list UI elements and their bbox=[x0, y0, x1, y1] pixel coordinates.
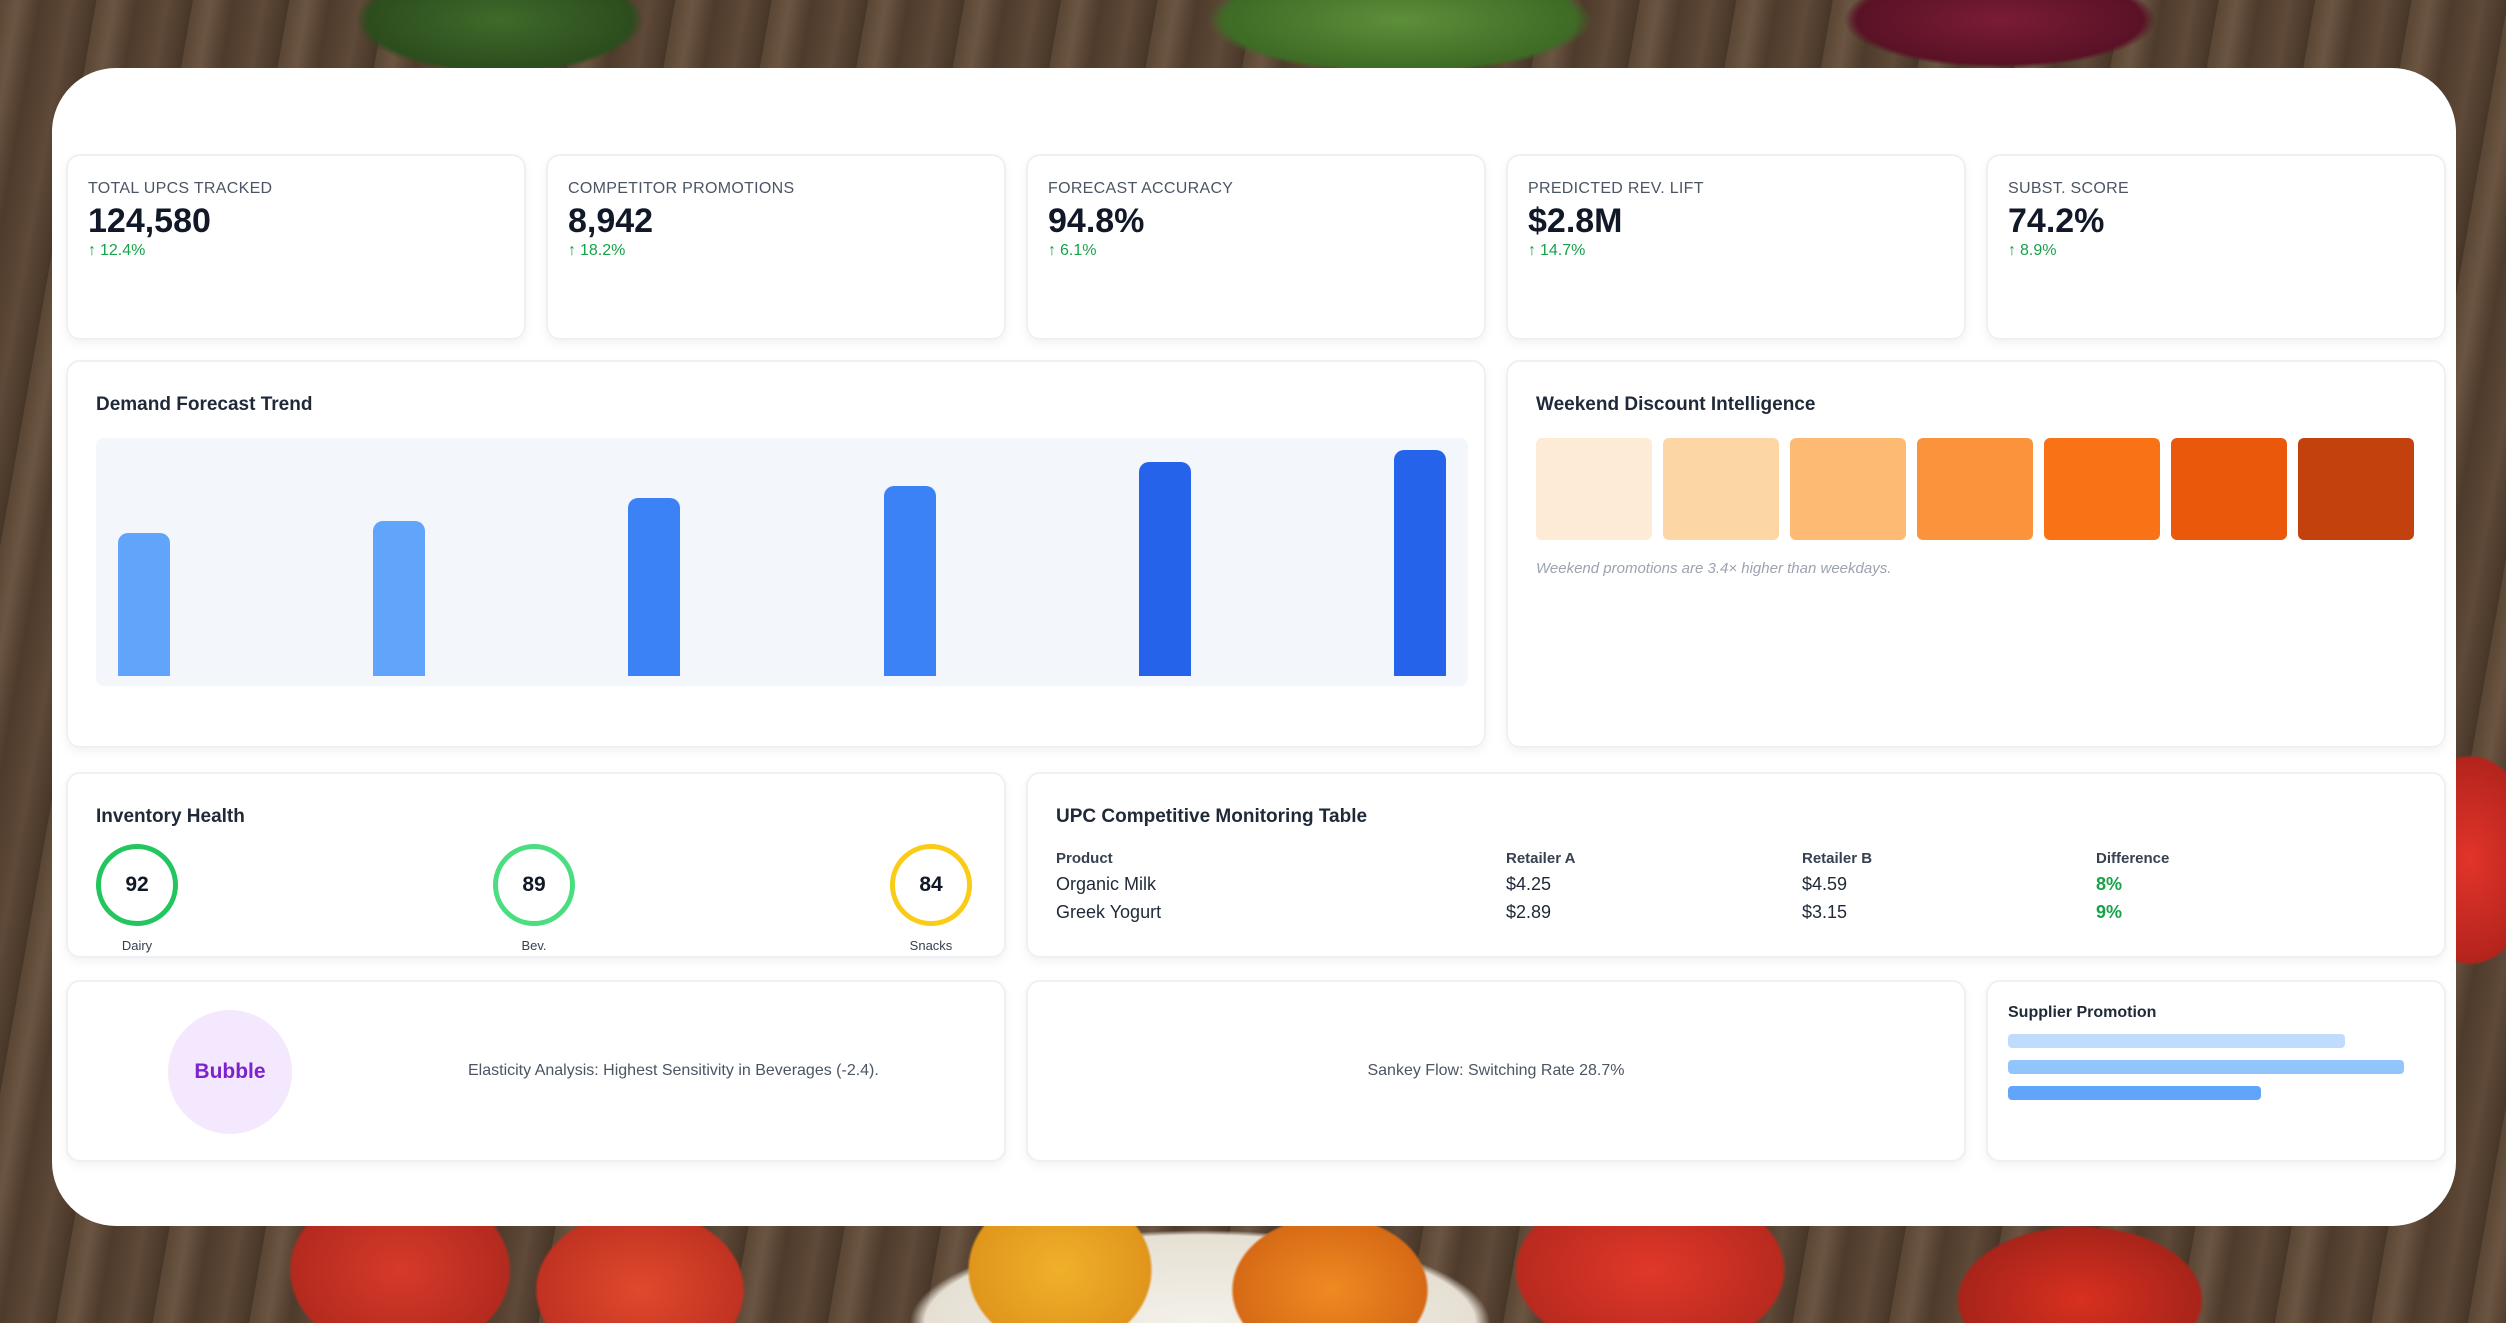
kpi-delta-value: 18.2% bbox=[580, 242, 626, 259]
table-header-row: Product Retailer A Retailer B Difference bbox=[1056, 850, 2426, 871]
supplier-promotion-panel: Supplier Promotion bbox=[1986, 980, 2446, 1162]
product-cell: Greek Yogurt bbox=[1056, 902, 1162, 922]
chart-bar bbox=[118, 533, 170, 676]
difference-cell: 8% bbox=[2096, 874, 2123, 894]
kpi-label: SUBST. SCORE bbox=[2008, 180, 2129, 197]
kpi-card-total-upcs: TOTAL UPCS TRACKED 124,580 ↑ 12.4% bbox=[66, 154, 526, 340]
kpi-card-forecast-accuracy: FORECAST ACCURACY 94.8% ↑ 6.1% bbox=[1026, 154, 1486, 340]
table-row: Greek Yogurt $2.89 $3.15 9% bbox=[1056, 899, 2426, 927]
upc-table: Product Retailer A Retailer B Difference… bbox=[1056, 850, 2426, 927]
upc-table-panel: UPC Competitive Monitoring Table Product… bbox=[1026, 772, 2446, 958]
kpi-value: 74.2% bbox=[2008, 202, 2105, 240]
supplier-bar bbox=[2008, 1060, 2404, 1074]
supplier-bar bbox=[2008, 1086, 2262, 1100]
panel-title: Weekend Discount Intelligence bbox=[1536, 394, 1816, 415]
kpi-card-subst-score: SUBST. SCORE 74.2% ↑ 8.9% bbox=[1986, 154, 2446, 340]
difference-cell: 9% bbox=[2096, 902, 2123, 922]
heatmap-cell bbox=[1917, 438, 2033, 540]
panel-title: Demand Forecast Trend bbox=[96, 394, 313, 415]
kpi-value: $2.8M bbox=[1528, 202, 1623, 240]
kpi-value: 124,580 bbox=[88, 202, 211, 240]
retailer-b-cell: $4.59 bbox=[1802, 874, 1848, 894]
panel-title: UPC Competitive Monitoring Table bbox=[1056, 806, 1368, 827]
elasticity-text: Elasticity Analysis: Highest Sensitivity… bbox=[468, 1062, 879, 1079]
demand-forecast-chart bbox=[96, 438, 1468, 686]
heatmap-cell bbox=[2171, 438, 2287, 540]
sankey-text: Sankey Flow: Switching Rate 28.7% bbox=[1367, 1062, 1625, 1079]
kpi-delta: ↑ 12.4% bbox=[88, 242, 145, 260]
kpi-value: 94.8% bbox=[1048, 202, 1145, 240]
kpi-label: COMPETITOR PROMOTIONS bbox=[568, 180, 795, 197]
kpi-delta-value: 12.4% bbox=[100, 242, 146, 259]
sankey-panel: Sankey Flow: Switching Rate 28.7% bbox=[1026, 980, 1966, 1162]
chart-bar bbox=[883, 485, 936, 676]
weekend-heatmap bbox=[1536, 438, 2414, 540]
panel-title: Inventory Health bbox=[96, 806, 245, 827]
column-header: Product bbox=[1056, 850, 1113, 867]
weekend-note: Weekend promotions are 3.4× higher than … bbox=[1536, 560, 1892, 577]
product-cell: Organic Milk bbox=[1056, 874, 1157, 894]
kpi-label: PREDICTED REV. LIFT bbox=[1528, 180, 1704, 197]
kpi-delta-value: 6.1% bbox=[1060, 242, 1097, 259]
kpi-delta: ↑ 6.1% bbox=[1048, 242, 1096, 260]
retailer-b-cell: $3.15 bbox=[1802, 902, 1848, 922]
arrow-up-icon: ↑ bbox=[1048, 242, 1056, 259]
column-header: Retailer B bbox=[1802, 850, 1873, 867]
kpi-delta: ↑ 18.2% bbox=[568, 242, 625, 260]
gauge-label: Bev. bbox=[521, 938, 547, 953]
heatmap-cell bbox=[1790, 438, 1906, 540]
kpi-delta-value: 8.9% bbox=[2020, 242, 2057, 259]
table-row: Organic Milk $4.25 $4.59 8% bbox=[1056, 871, 2426, 899]
chart-bar bbox=[1394, 449, 1446, 676]
heatmap-cell bbox=[1536, 438, 1652, 540]
heatmap-cell bbox=[2298, 438, 2414, 540]
kpi-label: TOTAL UPCS TRACKED bbox=[88, 180, 273, 197]
arrow-up-icon: ↑ bbox=[88, 242, 96, 259]
kpi-value: 8,942 bbox=[568, 202, 654, 240]
dashboard-card: TOTAL UPCS TRACKED 124,580 ↑ 12.4% COMPE… bbox=[52, 68, 2456, 1226]
heatmap-cell bbox=[2044, 438, 2160, 540]
elasticity-bubble: Bubble bbox=[168, 1010, 292, 1134]
gauge-label: Snacks bbox=[909, 938, 953, 953]
panel-title: Supplier Promotion bbox=[2008, 1004, 2157, 1021]
retailer-a-cell: $2.89 bbox=[1506, 902, 1552, 922]
kpi-card-predicted-rev-lift: PREDICTED REV. LIFT $2.8M ↑ 14.7% bbox=[1506, 154, 1966, 340]
chart-bar bbox=[628, 497, 681, 676]
arrow-up-icon: ↑ bbox=[1528, 242, 1536, 259]
weekend-discount-panel: Weekend Discount Intelligence Weekend pr… bbox=[1506, 360, 2446, 748]
kpi-delta: ↑ 8.9% bbox=[2008, 242, 2056, 260]
elasticity-panel: Bubble Elasticity Analysis: Highest Sens… bbox=[66, 980, 1006, 1162]
gauge-beverages: 89 bbox=[493, 844, 575, 926]
gauge-snacks: 84 bbox=[890, 844, 972, 926]
kpi-label: FORECAST ACCURACY bbox=[1048, 180, 1234, 197]
kpi-delta-value: 14.7% bbox=[1540, 242, 1586, 259]
chart-bar bbox=[1138, 461, 1191, 676]
arrow-up-icon: ↑ bbox=[2008, 242, 2016, 259]
column-header: Retailer A bbox=[1506, 850, 1576, 867]
column-header: Difference bbox=[2096, 850, 2170, 867]
supplier-bar bbox=[2008, 1034, 2345, 1048]
kpi-card-competitor-promotions: COMPETITOR PROMOTIONS 8,942 ↑ 18.2% bbox=[546, 154, 1006, 340]
kpi-delta: ↑ 14.7% bbox=[1528, 242, 1585, 260]
gauge-dairy: 92 bbox=[96, 844, 178, 926]
gauge-label: Dairy bbox=[121, 938, 153, 953]
heatmap-cell bbox=[1663, 438, 1779, 540]
chart-bar bbox=[373, 521, 426, 676]
inventory-health-panel: Inventory Health 92 Dairy 89 Bev. 84 Sna… bbox=[66, 772, 1006, 958]
arrow-up-icon: ↑ bbox=[568, 242, 576, 259]
retailer-a-cell: $4.25 bbox=[1506, 874, 1552, 894]
demand-forecast-panel: Demand Forecast Trend bbox=[66, 360, 1486, 748]
